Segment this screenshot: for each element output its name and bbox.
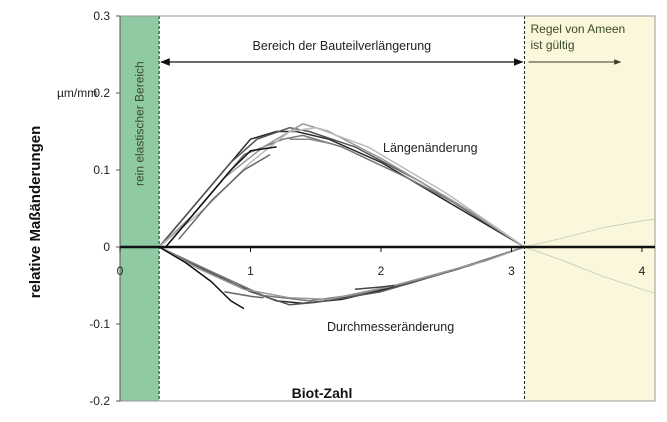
x-tick-label: 3	[508, 264, 515, 278]
y-tick-label: 0.1	[93, 163, 110, 177]
series-line-length	[289, 138, 329, 144]
ameen-zone-label-line2: ist gültig	[531, 38, 575, 52]
series-group	[158, 123, 656, 310]
series-line-ameen	[524, 218, 656, 248]
y-tick-label: 0	[103, 240, 110, 254]
x-tick-label: 1	[247, 264, 254, 278]
ameen-zone-label-line1: Regel von Ameen	[531, 22, 626, 36]
y-tick-label: -0.2	[89, 394, 110, 408]
elastic-zone-label: rein elastischer Bereich	[133, 61, 147, 186]
series-line-diameter	[158, 246, 525, 302]
series-line-ameen	[524, 246, 656, 294]
series-line-diameter	[158, 246, 525, 301]
elastic-zone	[120, 16, 160, 401]
diameter-change-label: Durchmesseränderung	[327, 320, 454, 334]
extension-zone-label: Bereich der Bauteilverlängerung	[253, 39, 432, 53]
x-tick-label: 4	[639, 264, 646, 278]
x-axis-label: Biot-Zahl	[292, 385, 353, 401]
series-line-diameter	[354, 284, 395, 291]
x-tick-label: 0	[117, 264, 124, 278]
x-tick-label: 2	[378, 264, 385, 278]
series-line-length	[165, 146, 277, 248]
series-line-length	[178, 153, 271, 240]
x-ticks: 0 1 2 3 4	[117, 247, 646, 278]
ameen-zone	[524, 16, 655, 401]
y-tick-label: 0.3	[93, 9, 110, 23]
y-axis-label: relative Maßänderungen	[27, 126, 44, 299]
series-line-length	[158, 126, 525, 248]
series-line-length	[158, 126, 525, 248]
y-tick-label: -0.1	[89, 317, 110, 331]
y-ticks: -0.2 -0.1 0 0.1 0.2 0.3	[89, 9, 120, 408]
y-tick-label: 0.2	[93, 86, 110, 100]
length-change-label: Längenänderung	[383, 141, 478, 155]
series-line-diameter	[158, 246, 245, 310]
y-axis-unit: µm/mm	[57, 86, 97, 100]
series-line-diameter	[224, 290, 264, 299]
